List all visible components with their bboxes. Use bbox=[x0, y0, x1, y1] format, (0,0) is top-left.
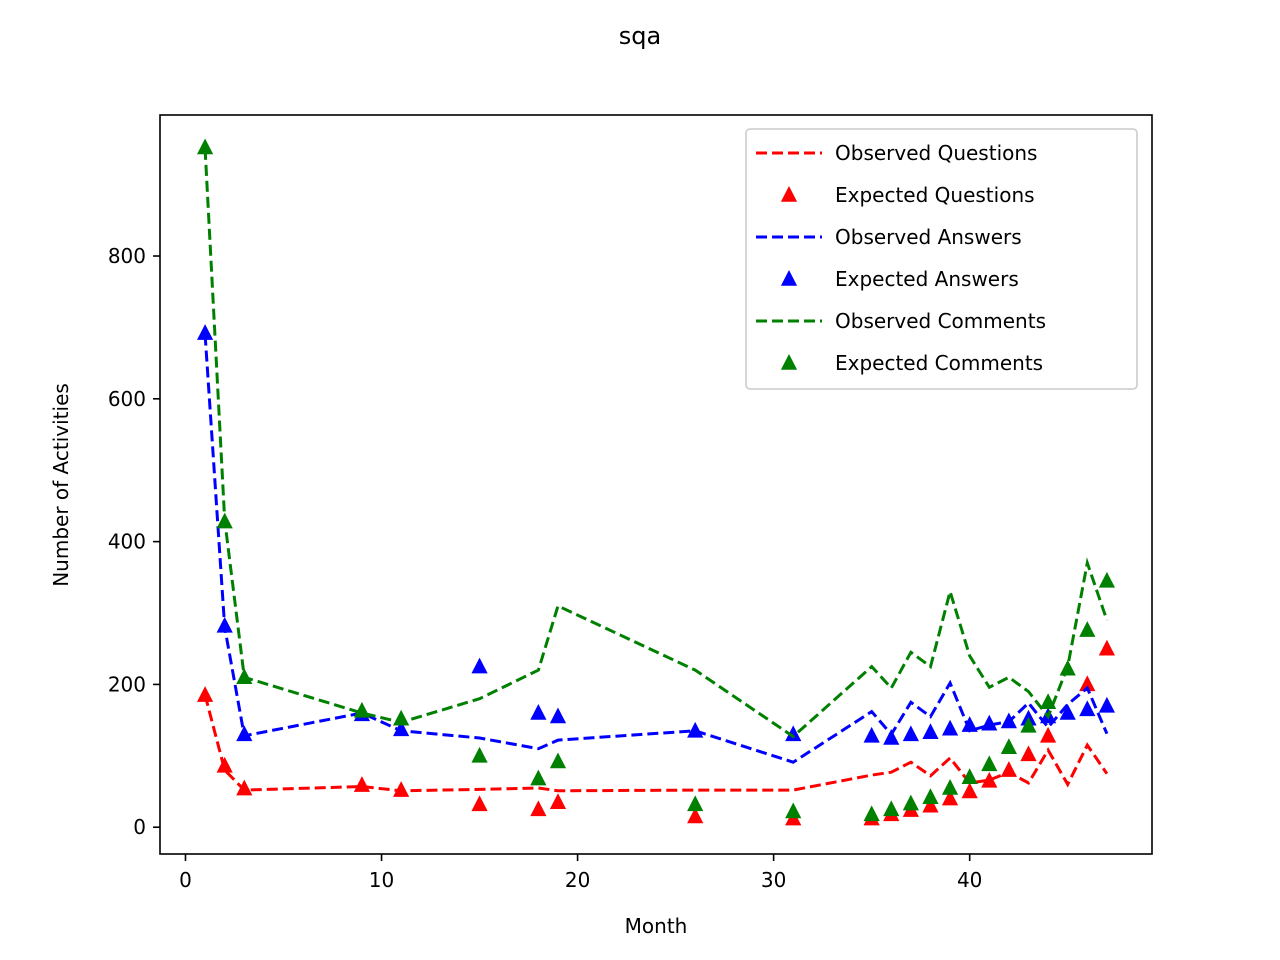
expected-answers-marker bbox=[1098, 696, 1116, 713]
expected-questions-marker bbox=[1020, 745, 1037, 762]
observed-comments-legend-label: Observed Comments bbox=[835, 309, 1046, 333]
expected-comments-marker bbox=[785, 802, 802, 819]
expected-comments-marker bbox=[353, 701, 371, 718]
expected-questions-marker bbox=[1000, 761, 1017, 777]
legend-box bbox=[745, 128, 1138, 390]
expected-answers-marker bbox=[216, 616, 233, 633]
y-tick-label: 200 bbox=[108, 672, 146, 696]
expected-comments-marker bbox=[687, 795, 704, 812]
x-axis-label: Month bbox=[625, 914, 688, 938]
axes-frame bbox=[159, 114, 1153, 855]
expected-questions-marker bbox=[530, 800, 547, 817]
expected-answers-marker bbox=[922, 723, 939, 740]
expected-questions-marker bbox=[196, 686, 214, 702]
expected-answers-marker bbox=[883, 728, 900, 745]
expected-questions-marker bbox=[981, 771, 998, 788]
expected-answers-marker bbox=[393, 720, 410, 737]
x-tick-label: 40 bbox=[957, 868, 982, 892]
expected-answers-marker bbox=[549, 707, 567, 724]
expected-answers-marker bbox=[530, 703, 547, 720]
x-tick-label: 0 bbox=[179, 868, 192, 892]
expected-answers-legend-swatch bbox=[780, 270, 798, 286]
expected-comments-marker bbox=[1098, 571, 1116, 588]
observed-comments-line bbox=[203, 148, 1109, 739]
expected-comments-marker bbox=[883, 800, 900, 817]
expected-questions-marker bbox=[961, 782, 978, 799]
expected-questions-marker bbox=[471, 795, 488, 812]
expected-answers-marker bbox=[941, 719, 959, 736]
expected-comments-marker bbox=[1020, 716, 1037, 733]
expected-comments-marker bbox=[1079, 621, 1096, 637]
expected-comments-marker bbox=[236, 668, 253, 685]
expected-questions-marker bbox=[353, 776, 371, 792]
y-tick-label: 0 bbox=[133, 815, 146, 839]
expected-comments-marker bbox=[393, 709, 410, 726]
expected-comments-marker bbox=[981, 755, 998, 772]
expected-comments-marker bbox=[216, 512, 233, 529]
x-tick-label: 20 bbox=[565, 868, 590, 892]
expected-answers-marker bbox=[961, 716, 978, 732]
observed-answers-line bbox=[203, 334, 1109, 764]
y-axis-label: Number of Activities bbox=[49, 383, 73, 587]
expected-answers-marker bbox=[902, 725, 919, 742]
expected-comments-marker bbox=[902, 794, 919, 811]
expected-answers-marker bbox=[1059, 703, 1076, 720]
expected-questions-marker bbox=[1079, 675, 1096, 692]
observed-answers-legend-label: Observed Answers bbox=[835, 225, 1022, 249]
legend: Observed Questions Expected Questions Obse… bbox=[745, 128, 1138, 390]
expected-comments-marker bbox=[1000, 738, 1017, 755]
x-tick-label: 30 bbox=[761, 868, 786, 892]
expected-questions-marker bbox=[687, 807, 704, 824]
expected-answers-marker bbox=[863, 726, 880, 743]
y-tick-label: 400 bbox=[108, 530, 146, 554]
expected-questions-legend-swatch bbox=[780, 186, 798, 202]
expected-comments-legend-label: Expected Comments bbox=[835, 351, 1043, 375]
expected-comments-marker bbox=[941, 778, 959, 795]
expected-comments-marker bbox=[961, 768, 978, 784]
expected-comments-marker bbox=[471, 746, 488, 763]
expected-questions-marker bbox=[1039, 726, 1057, 743]
expected-comments-marker bbox=[549, 752, 567, 769]
y-tick-label: 600 bbox=[108, 387, 146, 411]
expected-comments-marker bbox=[922, 788, 939, 804]
expected-questions-marker bbox=[216, 756, 233, 773]
expected-answers-marker bbox=[687, 721, 704, 738]
observed-questions-line bbox=[203, 694, 1109, 793]
expected-comments-marker bbox=[530, 769, 547, 786]
expected-answers-marker bbox=[785, 725, 802, 742]
expected-answers-marker bbox=[196, 324, 214, 340]
y-tick-label: 800 bbox=[108, 244, 146, 268]
expected-answers-marker bbox=[236, 725, 253, 742]
observed-questions-legend-label: Observed Questions bbox=[835, 141, 1037, 165]
expected-answers-legend-label: Expected Answers bbox=[835, 267, 1019, 291]
expected-questions-marker bbox=[941, 789, 959, 806]
expected-questions-marker bbox=[1098, 639, 1116, 656]
expected-comments-marker bbox=[863, 805, 880, 822]
expected-comments-marker bbox=[196, 138, 214, 155]
expected-questions-marker bbox=[922, 796, 939, 813]
expected-questions-legend-label: Expected Questions bbox=[835, 183, 1035, 207]
expected-answers-marker bbox=[981, 714, 998, 731]
expected-answers-marker bbox=[1079, 700, 1096, 717]
plot-area bbox=[196, 138, 1116, 826]
expected-comments-marker bbox=[1059, 659, 1076, 676]
expected-answers-marker bbox=[471, 657, 488, 674]
chart-title: sqa bbox=[619, 22, 661, 50]
expected-comments-marker bbox=[1039, 693, 1057, 710]
expected-questions-marker bbox=[236, 779, 253, 796]
x-tick-label: 10 bbox=[369, 868, 394, 892]
expected-questions-marker bbox=[549, 793, 567, 809]
expected-answers-marker bbox=[1000, 712, 1017, 729]
expected-questions-marker bbox=[393, 781, 410, 797]
expected-comments-legend-swatch bbox=[780, 354, 798, 370]
